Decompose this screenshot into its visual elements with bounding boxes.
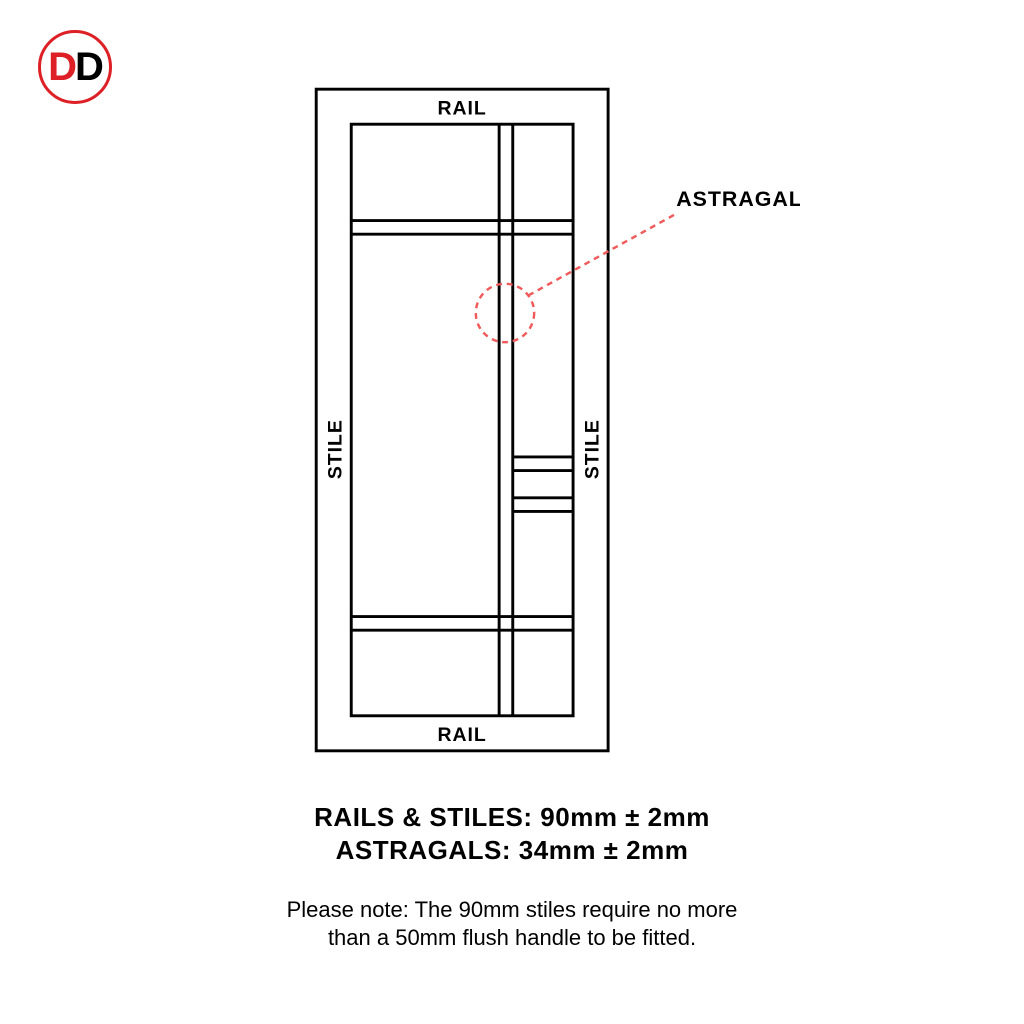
rail-top-label: RAIL <box>438 97 487 119</box>
astragal-callout-circle <box>476 284 534 342</box>
astragal-callout-label: ASTRAGAL <box>676 187 800 211</box>
logo-letter-2: D <box>75 45 102 89</box>
door-inner-frame <box>351 124 573 716</box>
logo-letter-1: D <box>48 45 75 89</box>
rail-bottom-label: RAIL <box>438 724 487 746</box>
note-line-1: Please note: The 90mm stiles require no … <box>0 897 1024 923</box>
stile-left-label: STILE <box>325 419 347 479</box>
brand-logo-text: DD <box>48 47 102 87</box>
spec-astragals: ASTRAGALS: 34mm ± 2mm <box>0 835 1024 866</box>
note-line-2: than a 50mm flush handle to be fitted. <box>0 925 1024 951</box>
specifications: RAILS & STILES: 90mm ± 2mm ASTRAGALS: 34… <box>0 800 1024 868</box>
stile-right-label: STILE <box>581 419 603 479</box>
astragal-callout-leader <box>528 214 676 296</box>
door-diagram: RAIL RAIL STILE STILE ASTRAGAL <box>280 60 800 780</box>
note: Please note: The 90mm stiles require no … <box>0 895 1024 953</box>
door-outer-frame <box>316 89 608 751</box>
spec-rails-stiles: RAILS & STILES: 90mm ± 2mm <box>0 802 1024 833</box>
brand-logo: DD <box>38 30 112 104</box>
